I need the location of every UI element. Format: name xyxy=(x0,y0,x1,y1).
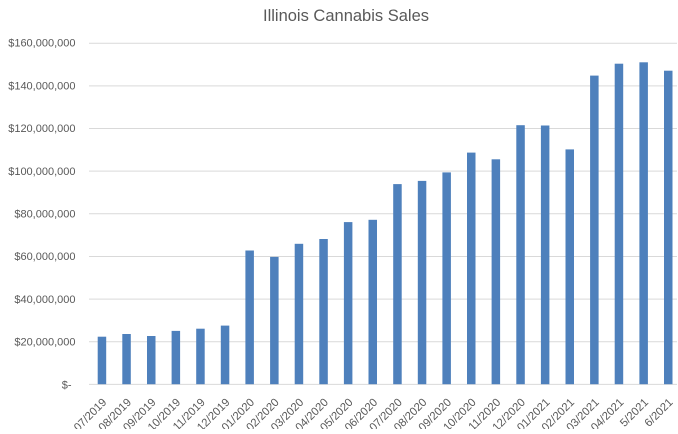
svg-text:$60,000,000: $60,000,000 xyxy=(14,251,75,263)
svg-text:$40,000,000: $40,000,000 xyxy=(14,294,75,306)
svg-text:$80,000,000: $80,000,000 xyxy=(14,209,75,221)
svg-text:$160,000,000: $160,000,000 xyxy=(8,38,75,50)
svg-text:$100,000,000: $100,000,000 xyxy=(8,166,75,178)
svg-text:Illinois Cannabis Sales: Illinois Cannabis Sales xyxy=(263,7,429,25)
svg-text:$20,000,000: $20,000,000 xyxy=(14,337,75,349)
svg-text:$120,000,000: $120,000,000 xyxy=(8,123,75,135)
svg-text:$-: $- xyxy=(62,379,72,391)
svg-text:$140,000,000: $140,000,000 xyxy=(8,80,75,92)
